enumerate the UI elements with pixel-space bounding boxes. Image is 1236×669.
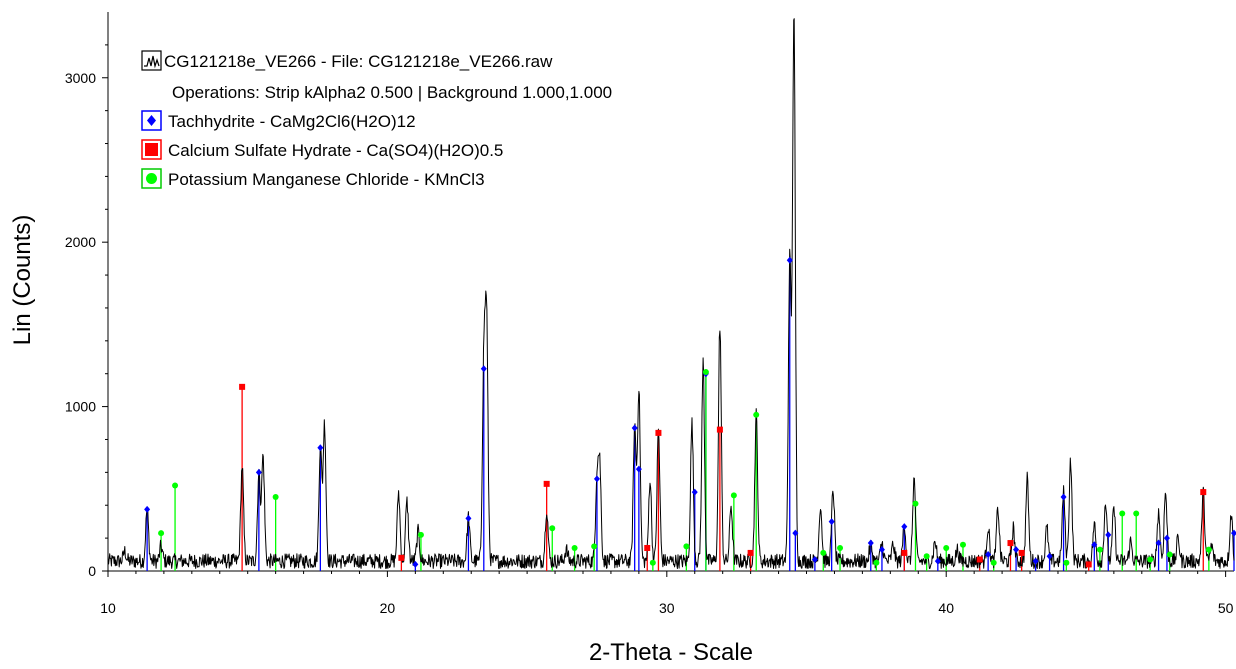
tachhydrite-marker [1105,531,1112,539]
calcium-sulfate-marker [901,549,908,556]
tachhydrite-marker [985,551,992,559]
calcium-sulfate-marker [644,544,651,551]
tachhydrite-marker [786,256,793,264]
kmncl3-marker [873,559,880,566]
legend: CG121218e_VE266 - File: CG121218e_VE266.… [141,50,612,189]
tachhydrite-marker [480,365,487,373]
kmncl3-marker [923,553,930,560]
kmncl3-marker [702,369,709,376]
kmncl3-marker [172,482,179,489]
legend-measured-icon [141,50,162,71]
y-axis-title: Lin (Counts) [9,215,36,346]
kmncl3-marker [1119,510,1126,517]
legend-calcium-sulfate-label: Calcium Sulfate Hydrate - Ca(SO4)(H2O)0.… [168,141,503,160]
tachhydrite-marker [1091,541,1098,549]
legend-kmncl3-icon [141,168,162,189]
tachhydrite-marker [317,444,324,452]
axes [107,12,1234,572]
tachhydrite-marker [593,475,600,483]
legend-calcium-sulfate-icon [141,139,162,160]
calcium-sulfate-marker [1007,540,1014,547]
kmncl3-marker [649,559,656,566]
x-tick-label-20: 20 [380,600,396,616]
tachhydrite-marker [1231,529,1236,537]
kmncl3-marker [417,531,424,538]
tachhydrite-marker [691,488,698,496]
legend-tachhydrite-label: Tachhydrite - CaMg2Cl6(H2O)12 [168,112,416,131]
calcium-sulfate-marker [655,429,662,436]
tachhydrite-marker [1032,557,1039,565]
kmncl3-marker [158,530,165,537]
legend-tachhydrite-icon [141,110,162,131]
tachhydrite-marker [412,560,419,568]
calcium-sulfate-marker [1200,489,1207,496]
y-tick-label-0: 0 [88,563,96,579]
reference-markers [144,256,1236,568]
x-tick-label-40: 40 [938,600,954,616]
tachhydrite-marker [792,529,799,537]
kmncl3-marker [683,543,690,550]
legend-measured-label: CG121218e_VE266 - File: CG121218e_VE266.… [164,52,553,71]
x-axis-title: 2-Theta - Scale [589,639,753,666]
x-tick-label-10: 10 [100,600,116,616]
calcium-sulfate-marker [239,383,246,390]
kmncl3-marker [1133,510,1140,517]
legend-operations-label: Operations: Strip kAlpha2 0.500 | Backgr… [172,83,612,102]
calcium-sulfate-marker [543,480,550,487]
kmncl3-marker [753,411,760,418]
tachhydrite-marker [878,546,885,554]
tachhydrite-marker [934,557,941,565]
kmncl3-marker [990,559,997,566]
kmncl3-marker [591,543,598,550]
kmncl3-marker [272,494,279,501]
kmncl3-marker [837,544,844,551]
kmncl3-marker [1147,556,1154,563]
tachhydrite-marker [1046,552,1053,560]
calcium-sulfate-marker [398,554,405,561]
reference-patterns [146,260,1235,571]
calcium-sulfate-marker [1085,561,1092,568]
y-ticks: 0 1000 2000 3000 [65,44,108,579]
kmncl3-marker [943,544,950,551]
legend-kmncl3-label: Potassium Manganese Chloride - KMnCl3 [168,170,485,189]
y-tick-label-3000: 3000 [65,70,96,86]
tachhydrite-marker [635,465,642,473]
tachhydrite-marker [1060,493,1067,501]
tachhydrite-marker [901,523,908,531]
x-tick-label-50: 50 [1218,600,1234,616]
kmncl3-marker [912,500,919,507]
tachhydrite-marker [1013,546,1020,554]
tachhydrite-marker [1163,534,1170,542]
tachhydrite-marker [631,424,638,432]
kmncl3-marker [1166,551,1173,558]
kmncl3-marker [959,541,966,548]
kmncl3-marker [1096,546,1103,553]
kmncl3-marker [571,544,578,551]
kmncl3-marker [820,549,827,556]
calcium-sulfate-marker [716,426,723,433]
kmncl3-marker [549,525,556,532]
kmncl3-marker [1205,546,1212,553]
tachhydrite-marker [255,468,262,476]
kmncl3-marker [1063,559,1070,566]
kmncl3-marker [730,492,737,499]
tachhydrite-marker [465,514,472,522]
tachhydrite-marker [1155,539,1162,547]
y-tick-label-2000: 2000 [65,234,96,250]
measured-pattern-line [107,18,1235,569]
tachhydrite-marker [811,555,818,563]
tachhydrite-marker [144,505,151,513]
y-tick-label-1000: 1000 [65,399,96,415]
tachhydrite-marker [828,518,835,526]
calcium-sulfate-marker [747,549,754,556]
x-tick-label-30: 30 [659,600,675,616]
tachhydrite-marker [867,539,874,547]
calcium-sulfate-marker [976,556,983,563]
calcium-sulfate-marker [1018,549,1025,556]
x-ticks: 10 20 30 40 50 [100,571,1234,616]
